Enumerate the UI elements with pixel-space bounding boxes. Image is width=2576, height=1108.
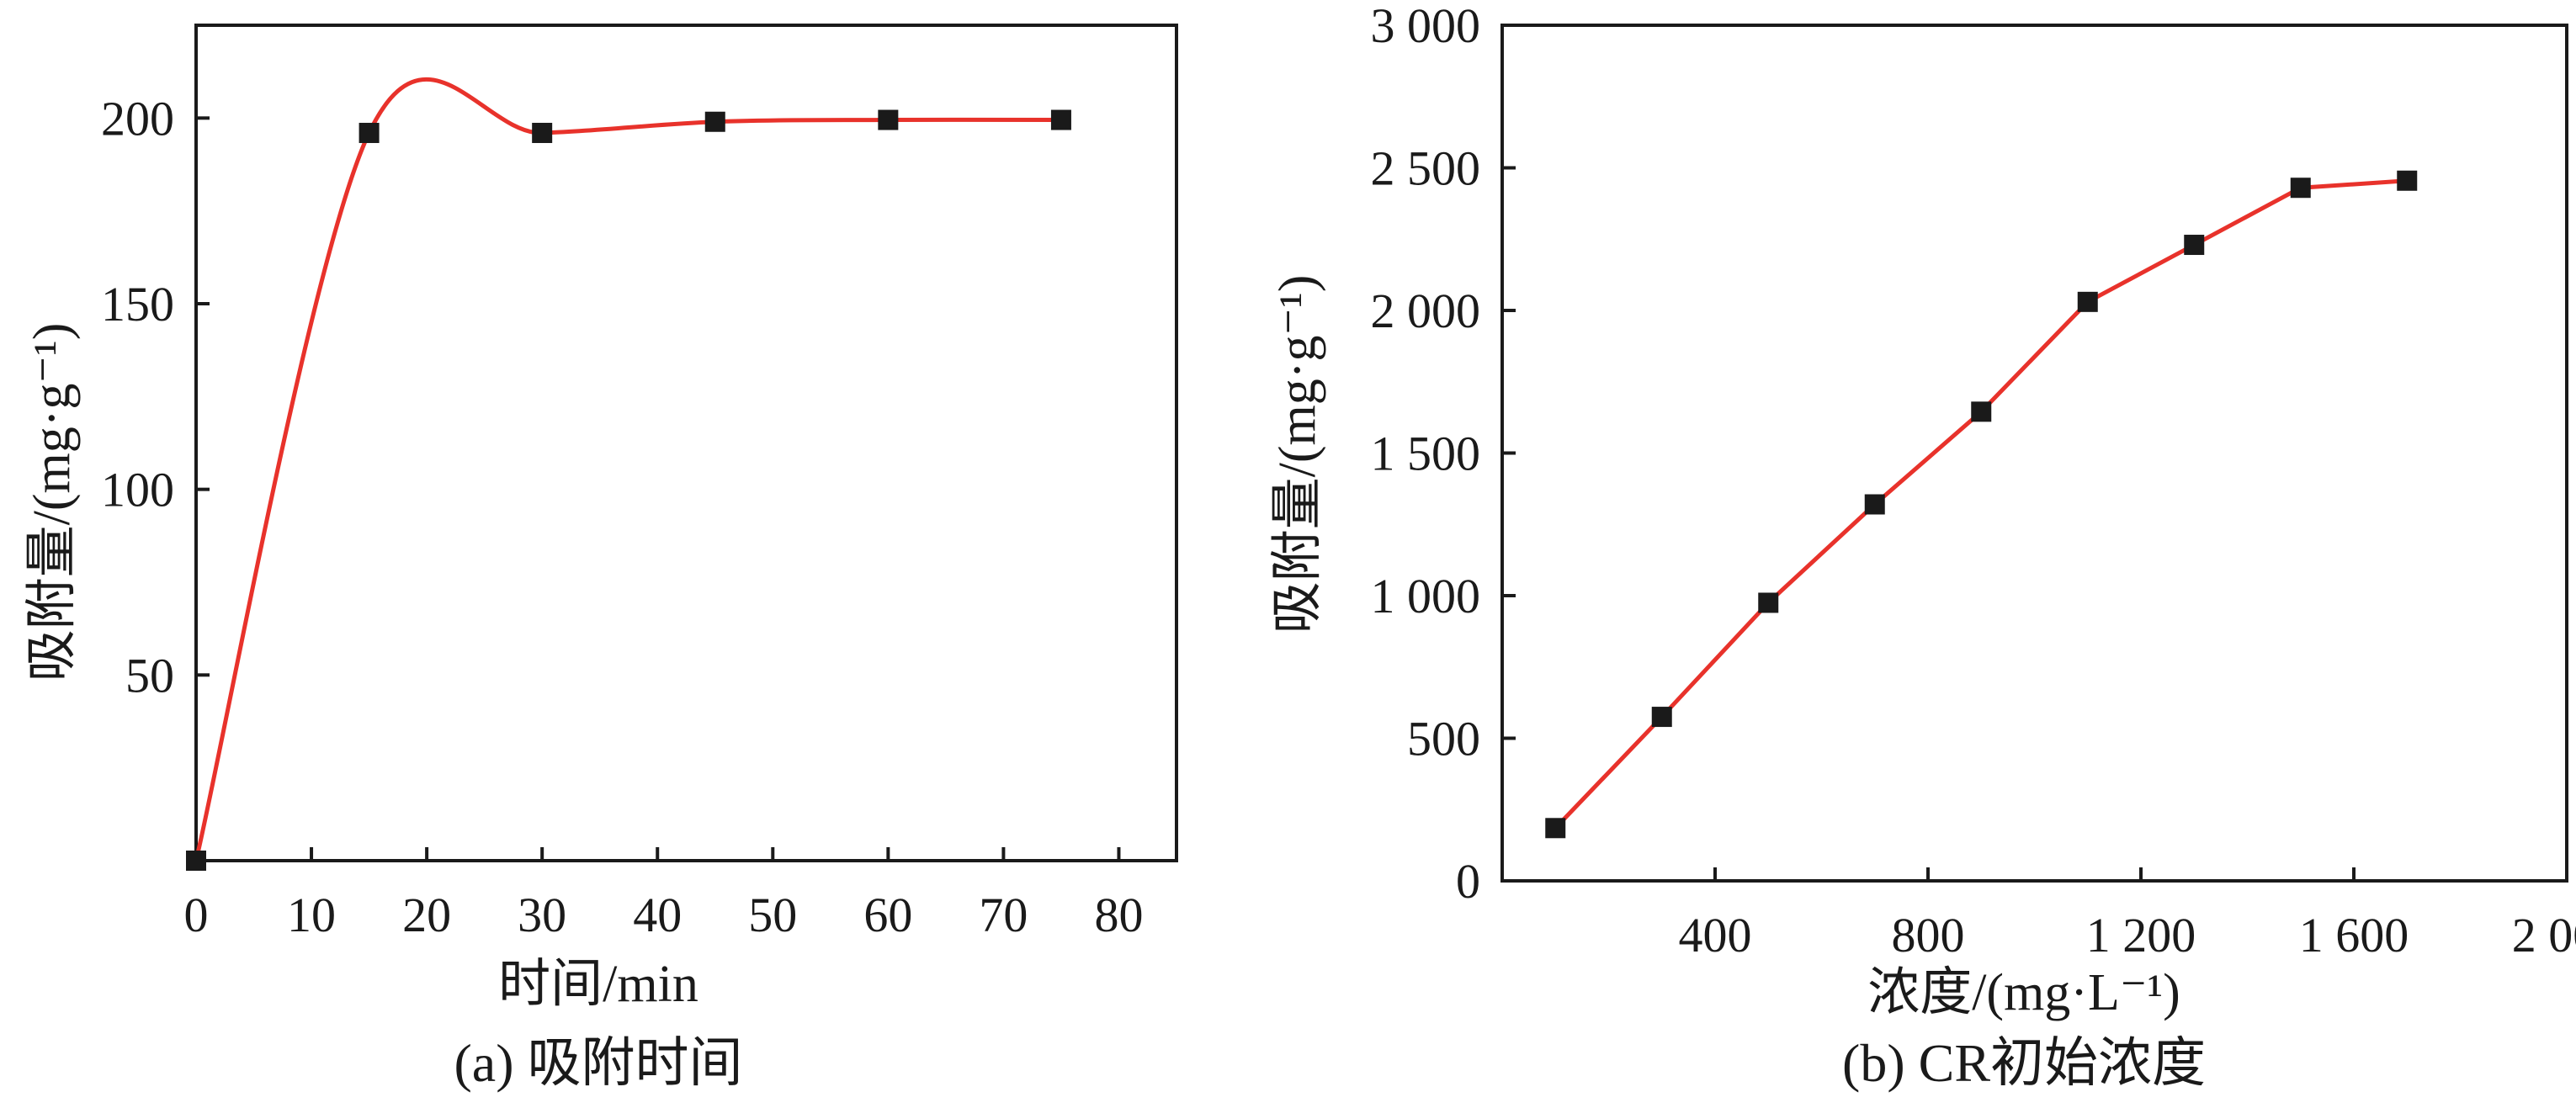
a-markers <box>186 109 1071 871</box>
b-xtick-label: 400 <box>1679 908 1752 962</box>
b-ytick-label: 1 000 <box>1371 569 1481 623</box>
a-line <box>194 77 1061 861</box>
b-ytick-label: 3 000 <box>1371 0 1481 53</box>
b-data-point <box>2290 178 2311 199</box>
a-caption: (a) 吸附时间 <box>454 1033 742 1093</box>
a-xtick-label: 80 <box>1094 888 1143 942</box>
b-data-point <box>2077 291 2098 312</box>
a-ytick-label: 200 <box>101 91 174 146</box>
b-xtick-label: 1 600 <box>2299 908 2409 962</box>
a-data-point <box>532 122 553 143</box>
a-xtick-label: 20 <box>402 888 451 942</box>
b-xtick-label: 800 <box>1892 908 1965 962</box>
a-xtick-label: 0 <box>184 888 209 942</box>
b-ytick-label: 2 000 <box>1371 284 1481 338</box>
b-ytick-label: 2 500 <box>1371 141 1481 196</box>
b-data-point <box>1651 707 1672 728</box>
plot-frame-a <box>194 24 1178 862</box>
b-ticks: 400 800 1 200 1 600 2 000 0 500 1 000 1 500 2 000… <box>1371 0 2576 962</box>
panel-b: 400 800 1 200 1 600 2 000 0 500 1 000 1 500 2 000… <box>1269 0 2576 1093</box>
b-data-point <box>1758 592 1779 613</box>
b-ylabel: 吸附量/(mg·g⁻¹) <box>1269 275 1326 634</box>
b-markers <box>1545 170 2418 839</box>
a-series-line <box>194 77 1061 861</box>
a-xtick-label: 40 <box>633 888 682 942</box>
a-ylabel: 吸附量/(mg·g⁻¹) <box>24 323 81 682</box>
a-ytick-label: 100 <box>101 463 174 517</box>
b-series-line <box>1554 178 2408 830</box>
b-xtick-label: 2 000 <box>2512 908 2576 962</box>
a-data-point <box>186 851 206 871</box>
a-data-point <box>878 109 899 130</box>
a-xtick-label: 10 <box>287 888 336 942</box>
b-line <box>1554 178 2408 830</box>
a-ytick-label: 50 <box>125 648 174 702</box>
a-data-point <box>1050 109 1071 130</box>
b-data-point <box>2397 170 2418 191</box>
a-xtick-label: 30 <box>518 888 566 942</box>
panel-a: 0 10 20 30 40 50 60 70 80 50 100 150 200 时间/min 吸附量/… <box>24 24 1178 1093</box>
a-data-point <box>704 111 725 132</box>
b-ytick-label: 1 500 <box>1371 427 1481 481</box>
a-data-point <box>359 122 380 143</box>
b-xlabel: 浓度/(mg·L⁻¹) <box>1867 964 2180 1021</box>
a-xtick-label: 50 <box>748 888 797 942</box>
b-ytick-label: 0 <box>1456 854 1480 909</box>
b-ytick-label: 500 <box>1407 712 1480 766</box>
b-caption: (b) CR初始浓度 <box>1842 1033 2206 1093</box>
a-ticks: 0 10 20 30 40 50 60 70 80 50 100 150 200 <box>101 91 1143 942</box>
b-data-point <box>1545 818 1566 839</box>
a-ytick-label: 150 <box>101 277 174 331</box>
a-xlabel: 时间/min <box>498 956 698 1013</box>
b-xtick-label: 1 200 <box>2086 908 2196 962</box>
a-xtick-label: 70 <box>979 888 1028 942</box>
plot-frame-b <box>1500 24 2568 883</box>
a-xtick-label: 60 <box>863 888 912 942</box>
b-data-point <box>1971 401 1992 422</box>
b-data-point <box>1864 494 1885 515</box>
b-data-point <box>2184 235 2205 256</box>
